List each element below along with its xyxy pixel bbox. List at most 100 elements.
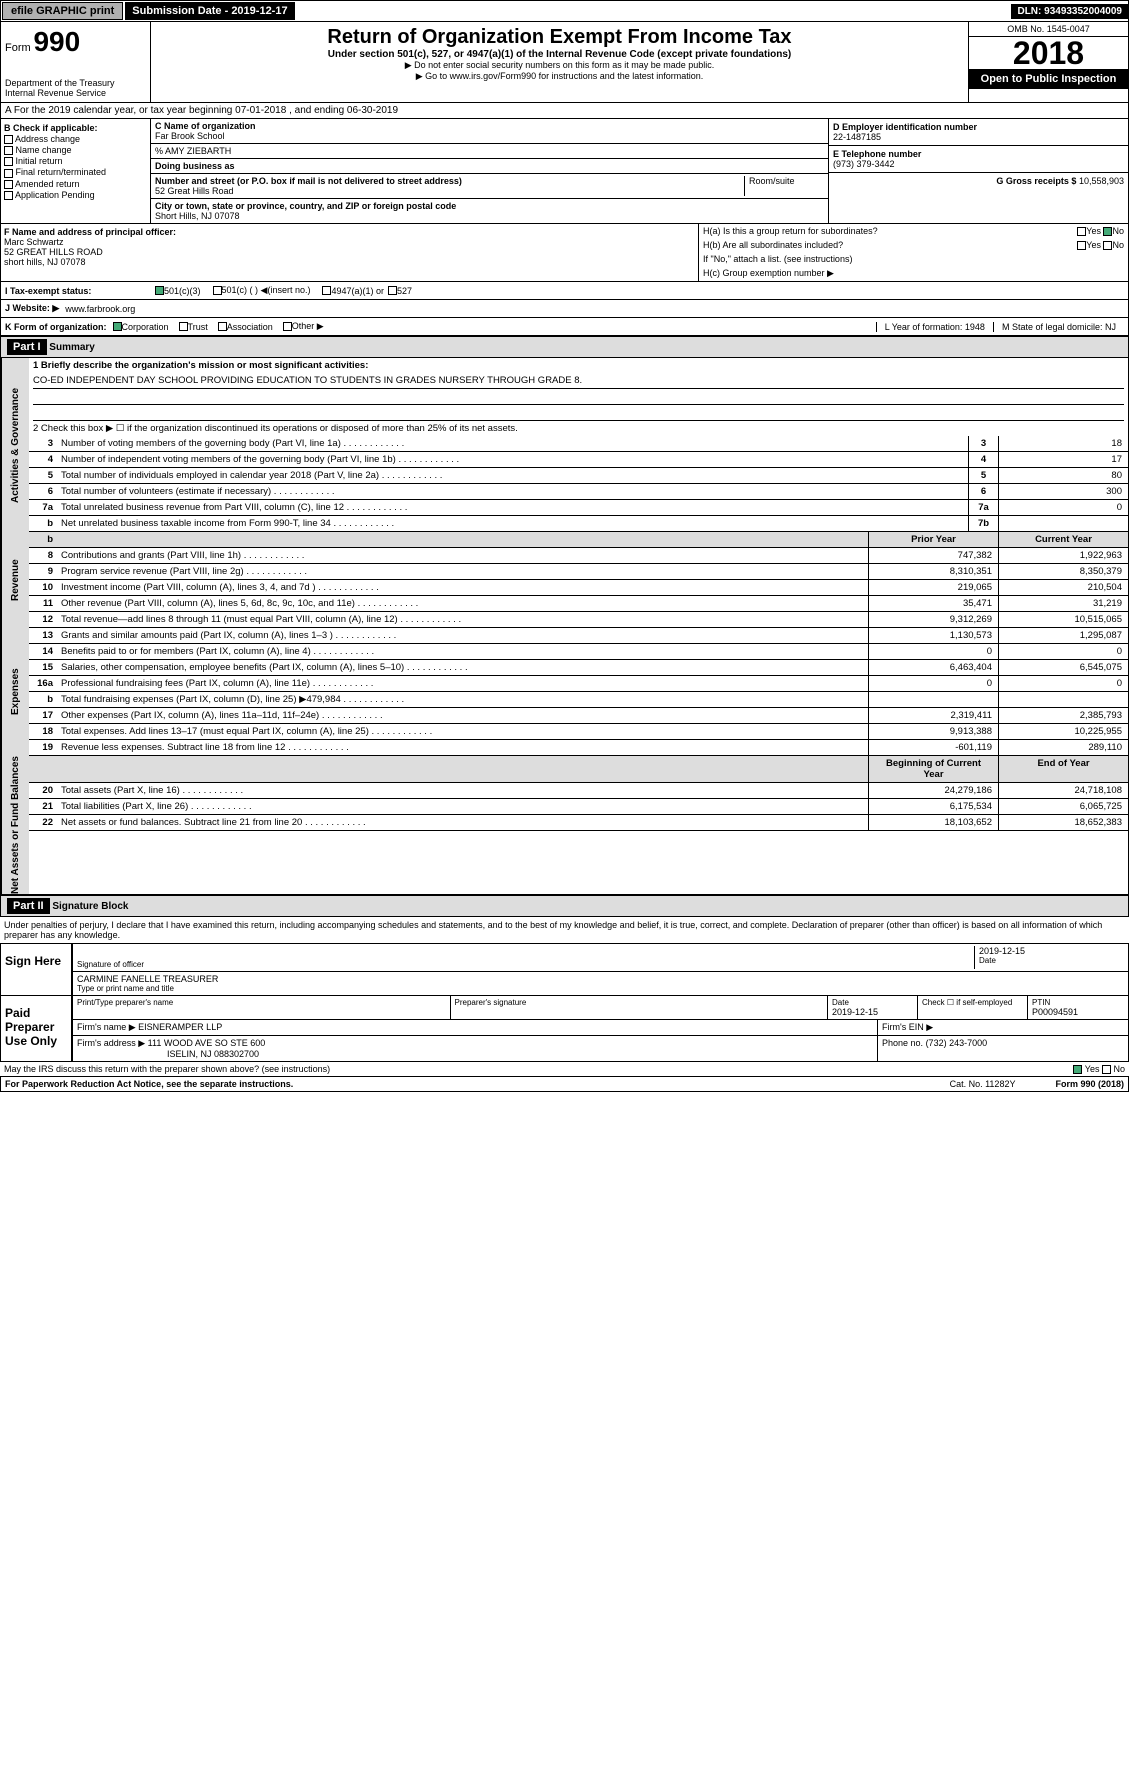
firm-addr: 111 WOOD AVE SO STE 600: [148, 1038, 266, 1048]
pra-notice: For Paperwork Reduction Act Notice, see …: [5, 1079, 293, 1089]
amended-label: Amended return: [15, 179, 80, 189]
tax-year: 2018: [969, 37, 1128, 69]
open-public: Open to Public Inspection: [969, 69, 1128, 89]
line-18: 18Total expenses. Add lines 13–17 (must …: [29, 724, 1128, 740]
name-change-label: Name change: [16, 145, 72, 155]
discuss-question: May the IRS discuss this return with the…: [4, 1064, 330, 1074]
chk-trust[interactable]: [179, 322, 188, 331]
end-year-hdr: End of Year: [998, 756, 1128, 782]
checkbox-final[interactable]: [4, 169, 13, 178]
begin-year-hdr: Beginning of Current Year: [868, 756, 998, 782]
line-5: 5Total number of individuals employed in…: [29, 468, 1128, 484]
hc-label: H(c) Group exemption number ▶: [699, 266, 1128, 281]
name-label: Type or print name and title: [77, 984, 1124, 993]
ha-yes[interactable]: [1077, 227, 1086, 236]
form-label: Form: [5, 42, 31, 54]
efile-button[interactable]: efile GRAPHIC print: [2, 2, 123, 20]
room-label: Room/suite: [744, 176, 824, 196]
sign-date: 2019-12-15: [979, 946, 1124, 956]
checkbox-initial[interactable]: [4, 157, 13, 166]
city: Short Hills, NJ 07078: [155, 211, 460, 221]
line-16a: 16aProfessional fundraising fees (Part I…: [29, 676, 1128, 692]
sign-here-label: Sign Here: [1, 944, 71, 995]
chk-501c3[interactable]: [155, 286, 164, 295]
line-b: bTotal fundraising expenses (Part IX, co…: [29, 692, 1128, 708]
prep-sig-label: Preparer's signature: [455, 998, 824, 1007]
line-7a: 7aTotal unrelated business revenue from …: [29, 500, 1128, 516]
line-20: 20Total assets (Part X, line 16)24,279,1…: [29, 783, 1128, 799]
part1-title: Summary: [49, 342, 95, 353]
officer-row: F Name and address of principal officer:…: [0, 224, 1129, 282]
side-expenses: Expenses: [1, 628, 29, 756]
line-17: 17Other expenses (Part IX, column (A), l…: [29, 708, 1128, 724]
mission-blank2: [33, 407, 1124, 421]
line-21: 21Total liabilities (Part X, line 26)6,1…: [29, 799, 1128, 815]
part1-expenses: Expenses 13Grants and similar amounts pa…: [0, 628, 1129, 756]
chk-corp[interactable]: [113, 322, 122, 331]
gross-label: G Gross receipts $: [996, 176, 1076, 186]
prior-year-hdr: Prior Year: [868, 532, 998, 547]
city-label: City or town, state or province, country…: [155, 201, 456, 211]
part1-revenue: Revenue bPrior YearCurrent Year 8Contrib…: [0, 532, 1129, 628]
officer-addr2: short hills, NJ 07078: [4, 257, 695, 267]
officer-name: Marc Schwartz: [4, 237, 695, 247]
discuss-yes[interactable]: [1073, 1065, 1082, 1074]
website-row: J Website: ▶ www.farbrook.org: [0, 300, 1129, 318]
checkbox-amended[interactable]: [4, 180, 13, 189]
firm-name: EISNERAMPER LLP: [138, 1022, 222, 1032]
firm-phone: (732) 243-7000: [926, 1038, 988, 1048]
officer-label: F Name and address of principal officer:: [4, 227, 695, 237]
part2-badge: Part II: [7, 898, 50, 914]
pending-label: Application Pending: [15, 190, 95, 200]
chk-other[interactable]: [283, 322, 292, 331]
tax-period: A For the 2019 calendar year, or tax yea…: [0, 103, 1129, 119]
side-revenue: Revenue: [1, 532, 29, 628]
chk-501c[interactable]: [213, 286, 222, 295]
goto-link[interactable]: ▶ Go to www.irs.gov/Form990 for instruct…: [155, 71, 964, 82]
part1-netassets: Net Assets or Fund Balances Beginning of…: [0, 756, 1129, 895]
phone-label: E Telephone number: [833, 149, 1124, 159]
side-netassets: Net Assets or Fund Balances: [1, 756, 29, 894]
line2-label: 2 Check this box ▶ ☐ if the organization…: [33, 423, 1124, 434]
perjury-text: Under penalties of perjury, I declare th…: [0, 917, 1129, 943]
part2-header: Part II Signature Block: [0, 895, 1129, 917]
discuss-no[interactable]: [1102, 1065, 1111, 1074]
part1-badge: Part I: [7, 339, 47, 355]
checkbox-name-change[interactable]: [4, 146, 13, 155]
line-3: 3Number of voting members of the governi…: [29, 436, 1128, 452]
dba-label: Doing business as: [155, 161, 235, 171]
chk-527[interactable]: [388, 286, 397, 295]
hb-yes[interactable]: [1077, 241, 1086, 250]
line-14: 14Benefits paid to or for members (Part …: [29, 644, 1128, 660]
website-url[interactable]: www.farbrook.org: [65, 304, 135, 314]
line-8: 8Contributions and grants (Part VIII, li…: [29, 548, 1128, 564]
line-6: 6Total number of volunteers (estimate if…: [29, 484, 1128, 500]
final-label: Final return/terminated: [16, 167, 107, 177]
name-label: C Name of organization: [155, 121, 820, 131]
top-bar: efile GRAPHIC print Submission Date - 20…: [0, 0, 1129, 22]
mission-blank1: [33, 391, 1124, 405]
year-formation: L Year of formation: 1948: [876, 322, 993, 332]
form-ref: Form 990 (2018): [1055, 1079, 1124, 1089]
part1-governance: Activities & Governance 1 Briefly descri…: [0, 358, 1129, 532]
dln: DLN: 93493352004009: [1011, 4, 1128, 19]
part1-header: Part I Summary: [0, 336, 1129, 358]
checkbox-pending[interactable]: [4, 191, 13, 200]
chk-4947[interactable]: [322, 286, 331, 295]
officer-signature[interactable]: [77, 946, 974, 960]
line-12: 12Total revenue—add lines 8 through 11 (…: [29, 612, 1128, 628]
ha-label: H(a) Is this a group return for subordin…: [703, 226, 878, 236]
preparer-label: Paid Preparer Use Only: [1, 996, 71, 1061]
firm-ein-label: Firm's EIN ▶: [878, 1020, 1128, 1035]
initial-label: Initial return: [16, 156, 63, 166]
checkbox-addr-change[interactable]: [4, 135, 13, 144]
form-number: 990: [33, 26, 80, 57]
state-domicile: M State of legal domicile: NJ: [993, 322, 1124, 332]
line-13: 13Grants and similar amounts paid (Part …: [29, 628, 1128, 644]
footer: For Paperwork Reduction Act Notice, see …: [0, 1077, 1129, 1092]
gross-receipts: 10,558,903: [1079, 176, 1124, 186]
part2-title: Signature Block: [52, 901, 128, 912]
ein-label: D Employer identification number: [833, 122, 1124, 132]
chk-assoc[interactable]: [218, 322, 227, 331]
self-employed-check[interactable]: Check ☐ if self-employed: [918, 996, 1028, 1019]
